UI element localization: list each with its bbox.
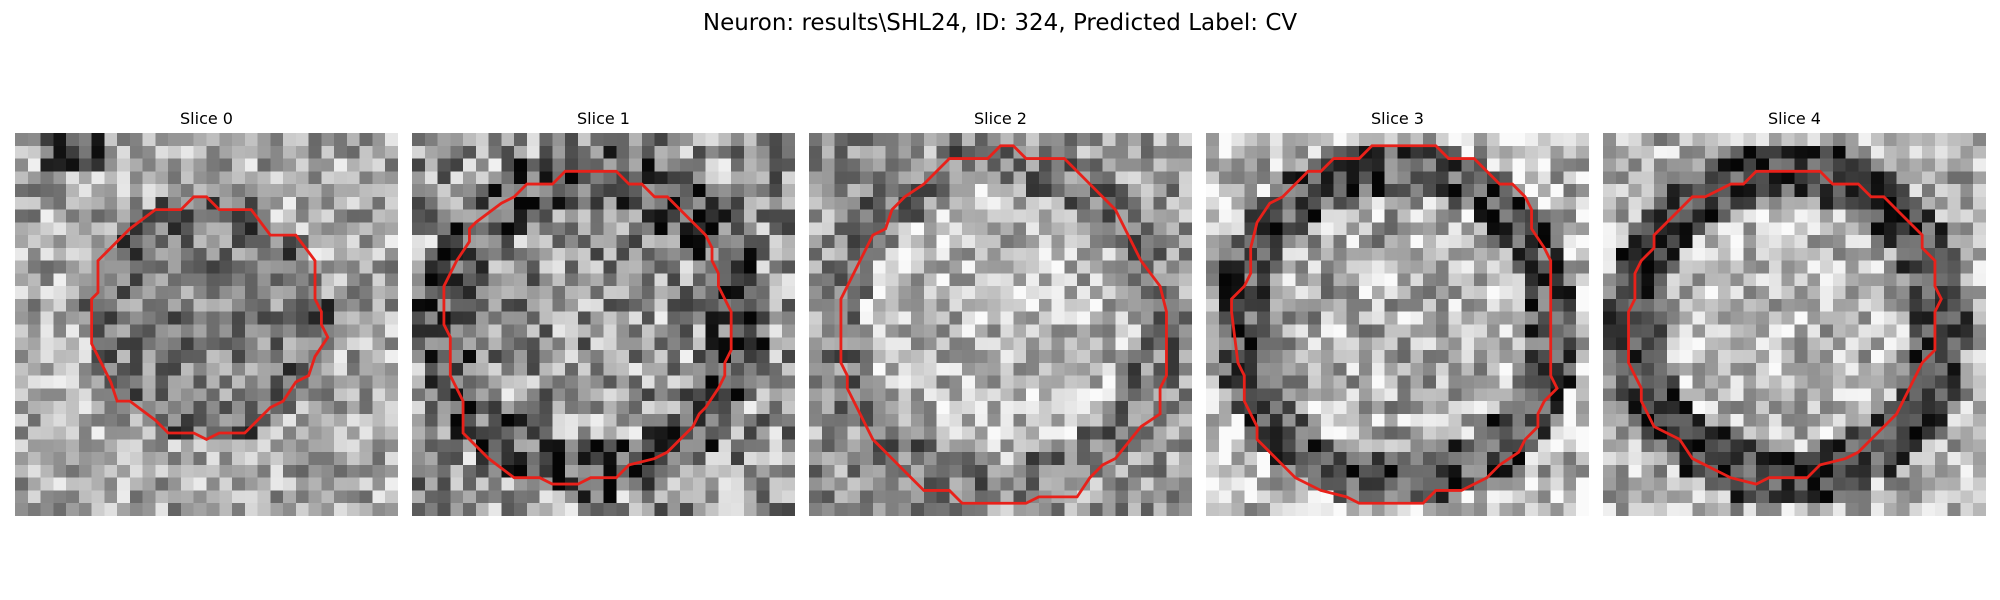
slice-1-image [412, 133, 795, 516]
figure-title: Neuron: results\SHL24, ID: 324, Predicte… [0, 6, 2000, 40]
slice-1-image-panel [412, 133, 795, 516]
slice-2-image-panel [809, 133, 1192, 516]
slice-4-title: Slice 4 [1603, 108, 1986, 130]
slice-0-image-panel [15, 133, 398, 516]
slice-0-title: Slice 0 [15, 108, 398, 130]
slice-3-title: Slice 3 [1206, 108, 1589, 130]
slice-1-title: Slice 1 [412, 108, 795, 130]
slice-4-image [1603, 133, 1986, 516]
slice-4-image-panel [1603, 133, 1986, 516]
slice-3-image-panel [1206, 133, 1589, 516]
slice-0-image [15, 133, 398, 516]
slice-3-image [1206, 133, 1589, 516]
slice-2-image [809, 133, 1192, 516]
slice-2-title: Slice 2 [809, 108, 1192, 130]
